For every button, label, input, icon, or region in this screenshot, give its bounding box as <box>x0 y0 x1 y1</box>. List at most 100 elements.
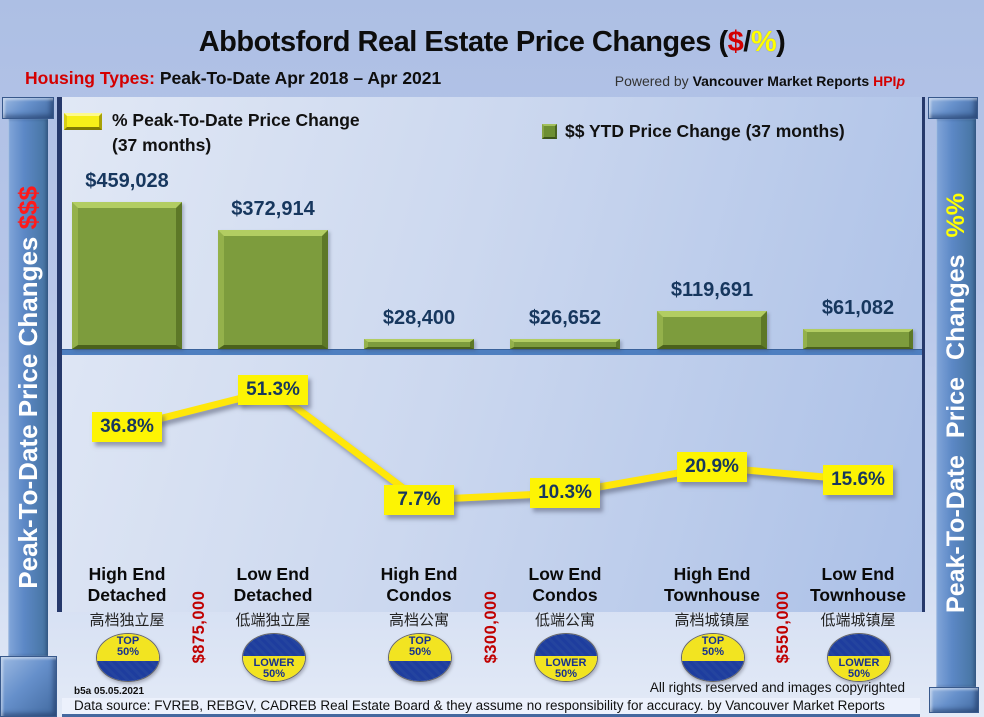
badge-text: TOP <box>701 635 725 648</box>
badge-text: 50% <box>554 667 578 680</box>
badge-text: 50% <box>847 667 871 680</box>
title-slash: / <box>743 26 751 58</box>
category-label-low-end-condos: Low End Condos <box>485 564 645 606</box>
category-chinese-label: 低端公寓 <box>534 612 595 629</box>
rail-corner-top-right <box>928 97 978 119</box>
rail-corner-bottom-left <box>0 656 57 717</box>
percent-point-label: 36.8% <box>92 412 162 442</box>
subtitle-label: Housing Types: <box>25 68 155 88</box>
category-line2: Condos <box>532 585 598 605</box>
percent-line-path <box>126 386 859 504</box>
percent-point-label: 20.9% <box>677 452 747 482</box>
y-axis-left-rail: Peak-To-Date Price Changes $$$ <box>8 119 48 656</box>
badge-top-50: TOP 50% <box>96 633 160 682</box>
badge-text: 50% <box>408 646 432 659</box>
category-line2: Townhouse <box>810 585 906 605</box>
percent-point-label: 51.3% <box>238 375 308 405</box>
category-line2: Detached <box>87 585 167 605</box>
badge-text: LOWER <box>838 656 880 669</box>
rail-corner-top-left <box>2 97 54 119</box>
bar-low-end-detached <box>218 230 328 349</box>
category-line2: Townhouse <box>664 585 760 605</box>
rights-notice: All rights reserved and images copyright… <box>649 680 905 695</box>
datasource-bar: Data source: FVREB, REBGV, CADREB Real E… <box>62 698 920 717</box>
category-chinese-label: 高档独立屋 <box>89 612 165 629</box>
badge-yellow-half: TOP 50% <box>389 634 451 661</box>
x-axis-baseline <box>62 349 922 355</box>
category-line1: High End <box>88 564 166 584</box>
legend-percent-label: % Peak-To-Date Price Change (37 months) <box>112 110 360 155</box>
category-label-high-end-detached: High End Detached <box>47 564 207 606</box>
category-chinese-label: 高档城镇屋 <box>674 612 750 629</box>
badge-text: 50% <box>701 646 725 659</box>
badge-text: 50% <box>262 667 286 680</box>
category-chinese-label: 低端城镇屋 <box>820 612 896 629</box>
badge-navy-half <box>535 634 597 657</box>
legend-percent-series: % Peak-To-Date Price Change (37 months) <box>64 108 364 158</box>
category-label-low-end-townhouse: Low End Townhouse <box>778 564 938 606</box>
badge-text: 50% <box>116 646 140 659</box>
subtitle: Housing Types: Peak-To-Date Apr 2018 – A… <box>25 68 441 89</box>
title-close-paren: ) <box>776 26 786 58</box>
price-threshold-label: $875,000 <box>190 590 208 664</box>
badge-navy-half <box>97 660 159 681</box>
category-line2: Detached <box>233 585 313 605</box>
percent-point-label: 7.7% <box>384 485 454 515</box>
green-square-legend-icon <box>542 124 557 139</box>
bar-high-end-condos <box>364 339 474 349</box>
bar-high-end-townhouse <box>657 311 767 349</box>
badge-text: TOP <box>116 635 140 648</box>
category-line1: High End <box>673 564 751 584</box>
category-chinese-label: 高档公寓 <box>388 612 449 629</box>
powered-prefix: Powered by <box>614 73 693 89</box>
category-label-high-end-townhouse: High End Townhouse <box>632 564 792 606</box>
powered-hpi-badge: HPIp <box>873 73 905 89</box>
powered-brand: Vancouver Market Reports <box>692 73 874 89</box>
badge-navy-half <box>682 660 744 681</box>
price-threshold-label: $300,000 <box>482 590 500 664</box>
bar-value-label: $26,652 <box>528 307 602 329</box>
category-line1: High End <box>380 564 458 584</box>
yellow-bar-legend-icon <box>64 113 102 130</box>
legend-dollar-label: $$ YTD Price Change (37 months) <box>565 121 845 141</box>
badge-lower-50: LOWER 50% <box>534 633 598 682</box>
bar-value-label: $28,400 <box>382 307 456 329</box>
badge-navy-half <box>828 634 890 657</box>
percent-point-label: 10.3% <box>530 478 600 508</box>
title-text: Abbotsford Real Estate Price Changes ( <box>198 26 728 58</box>
bar-high-end-detached <box>72 202 182 349</box>
category-label-high-end-condos: High End Condos <box>339 564 499 606</box>
badge-text: LOWER <box>253 656 295 669</box>
bar-low-end-townhouse <box>803 329 913 349</box>
category-chinese-label: 低端独立屋 <box>235 612 311 629</box>
category-line1: Low End <box>528 564 602 584</box>
bar-low-end-condos <box>510 339 620 349</box>
percent-point-label: 15.6% <box>823 465 893 495</box>
price-threshold-label: $550,000 <box>774 590 792 664</box>
badge-navy-half <box>243 634 305 657</box>
subtitle-range: Peak-To-Date Apr 2018 – Apr 2021 <box>154 68 442 88</box>
badge-text: TOP <box>408 635 432 648</box>
title-dollar-sign: $ <box>727 26 744 58</box>
version-stamp: b5a 05.05.2021 <box>74 686 145 697</box>
category-line1: Low End <box>821 564 895 584</box>
bar-value-label: $119,691 <box>670 279 754 301</box>
bar-value-label: $459,028 <box>85 170 169 192</box>
bar-value-label: $372,914 <box>231 198 315 220</box>
page-title: Abbotsford Real Estate Price Changes ($/… <box>0 26 984 59</box>
badge-lower-50: LOWER 50% <box>827 633 891 682</box>
badge-navy-half <box>389 660 451 681</box>
rail-corner-bottom-right <box>929 687 979 713</box>
badge-top-50: TOP 50% <box>388 633 452 682</box>
title-percent-sign: % <box>750 26 777 58</box>
category-label-low-end-detached: Low End Detached <box>193 564 353 606</box>
badge-lower-50: LOWER 50% <box>242 633 306 682</box>
powered-by: Powered by Vancouver Market Reports HPIp <box>615 73 905 89</box>
y-axis-right-rail: Peak-To-Date Price Changes %% <box>936 119 976 687</box>
bar-value-label: $61,082 <box>821 297 895 319</box>
category-line2: Condos <box>386 585 452 605</box>
badge-top-50: TOP 50% <box>681 633 745 682</box>
category-line1: Low End <box>236 564 310 584</box>
badge-text: LOWER <box>545 656 587 669</box>
